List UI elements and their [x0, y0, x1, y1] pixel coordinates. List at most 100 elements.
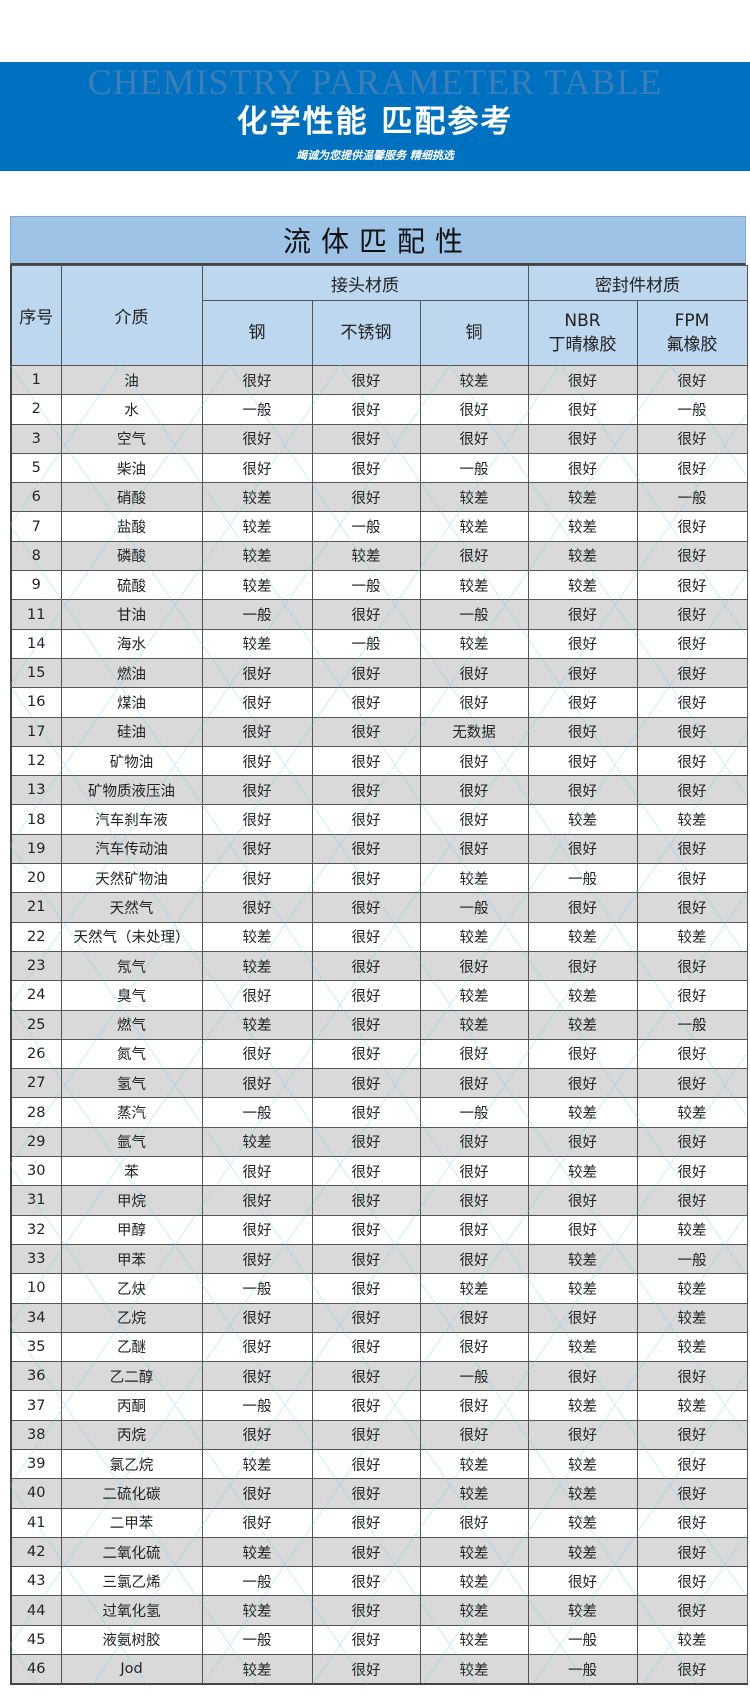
table-row: 6 硝酸 较差 很好 较差 较差 一般: [10, 482, 748, 513]
banner-watermark-text: CHEMISTRY PARAMETER TABLE: [87, 62, 663, 102]
cell-copper: 较差: [419, 1566, 529, 1597]
header-index: 序号: [10, 265, 62, 366]
cell-copper: 较差: [419, 1009, 529, 1040]
cell-copper: 较差: [419, 1624, 529, 1656]
table-row: 10 乙炔 一般 很好 较差 较差 较差: [10, 1273, 748, 1304]
cell-copper: 一般: [419, 892, 529, 923]
table-row: 46 Jod 较差 很好 较差 一般 很好: [10, 1654, 748, 1685]
cell-nbr: 一般: [527, 863, 638, 894]
cell-nbr: 较差: [527, 570, 638, 601]
cell-fpm: 很好: [636, 1654, 748, 1685]
cell-steel: 较差: [201, 950, 313, 982]
cell-fpm: 很好: [636, 1536, 748, 1568]
cell-nbr: 很好: [527, 1068, 638, 1099]
cell-nbr: 较差: [527, 1243, 638, 1275]
cell-medium: 海水: [60, 628, 203, 659]
cell-stainless: 很好: [311, 804, 421, 835]
cell-copper: 很好: [419, 657, 529, 689]
cell-fpm: 很好: [636, 452, 748, 484]
cell-fpm: 很好: [636, 1038, 748, 1070]
cell-fpm: 很好: [636, 892, 748, 923]
cell-steel: 很好: [201, 775, 313, 806]
header-nbr: NBR 丁晴橡胶: [527, 300, 638, 366]
header-steel: 钢: [201, 300, 313, 366]
cell-medium: 天然气: [60, 892, 203, 923]
cell-medium: 蒸汽: [60, 1097, 203, 1128]
cell-stainless: 很好: [311, 657, 421, 689]
cell-stainless: 很好: [311, 950, 421, 982]
cell-index: 38: [10, 1419, 62, 1450]
table-row: 18 汽车刹车液 很好 很好 很好 较差 较差: [10, 804, 748, 835]
cell-nbr: 很好: [527, 1419, 638, 1450]
cell-fpm: 很好: [636, 364, 748, 396]
cell-index: 3: [10, 423, 62, 454]
cell-stainless: 很好: [311, 1331, 421, 1363]
cell-index: 45: [10, 1624, 62, 1656]
cell-index: 21: [10, 892, 62, 923]
cell-fpm: 很好: [636, 745, 748, 777]
table-row: 2 水一般 很好 很好 很好 一般: [10, 394, 748, 425]
cell-fpm: 较差: [636, 1302, 748, 1333]
cell-steel: 很好: [201, 423, 313, 454]
cell-nbr: 很好: [527, 1361, 638, 1392]
cell-stainless: 很好: [311, 1595, 421, 1626]
cell-copper: 较差: [419, 511, 529, 542]
header-fpm-code: FPM: [674, 311, 710, 331]
cell-copper: 很好: [419, 1214, 529, 1245]
cell-stainless: 很好: [311, 745, 421, 777]
cell-stainless: 很好: [311, 482, 421, 513]
cell-fpm: 较差: [636, 1273, 748, 1304]
cell-stainless: 一般: [311, 511, 421, 542]
table-row: 22 天然气（未处理） 较差 很好 较差 较差 较差: [10, 921, 748, 952]
cell-nbr: 较差: [527, 804, 638, 835]
cell-copper: 很好: [419, 745, 529, 777]
cell-fpm: 很好: [636, 863, 748, 894]
cell-copper: 很好: [419, 1126, 529, 1158]
cell-copper: 较差: [419, 1478, 529, 1509]
cell-copper: 很好: [419, 1156, 529, 1187]
cell-steel: 一般: [201, 1624, 313, 1656]
cell-index: 19: [10, 833, 62, 865]
table-row: 8 磷酸 较差 较差 很好 较差 很好: [10, 540, 748, 572]
cell-copper: 较差: [419, 1654, 529, 1685]
cell-copper: 较差: [419, 1448, 529, 1480]
cell-nbr: 很好: [527, 687, 638, 718]
cell-stainless: 很好: [311, 1273, 421, 1304]
cell-index: 23: [10, 950, 62, 982]
table-row: 24 臭气 很好 很好 较差 较差 很好: [10, 980, 748, 1011]
cell-nbr: 较差: [527, 482, 638, 513]
table-row: 13 矿物质液压油 很好 很好 很好 很好 很好: [10, 775, 748, 806]
cell-copper: 很好: [419, 1068, 529, 1099]
cell-stainless: 很好: [311, 1566, 421, 1597]
cell-index: 27: [10, 1068, 62, 1099]
cell-medium: 氖气: [60, 950, 203, 982]
cell-steel: 较差: [201, 570, 313, 601]
table-row: 25 燃气 较差 很好 较差 较差 一般: [10, 1009, 748, 1040]
cell-steel: 较差: [201, 628, 313, 659]
cell-stainless: 一般: [311, 570, 421, 601]
cell-fpm: 很好: [636, 599, 748, 630]
cell-medium: 液氨树胶: [60, 1624, 203, 1656]
table-row: 23 氖气 较差 很好 很好 很好 很好: [10, 950, 748, 982]
cell-medium: 水: [60, 394, 203, 425]
cell-fpm: 较差: [636, 1624, 748, 1656]
header-copper: 铜: [419, 300, 529, 366]
cell-index: 32: [10, 1214, 62, 1245]
cell-copper: 很好: [419, 1507, 529, 1538]
cell-fpm: 很好: [636, 833, 748, 865]
table-row: 33 甲苯 很好 很好 很好 较差 一般: [10, 1243, 748, 1275]
cell-fpm: 较差: [636, 804, 748, 835]
cell-medium: 燃油: [60, 657, 203, 689]
cell-index: 36: [10, 1361, 62, 1392]
cell-index: 22: [10, 921, 62, 952]
table-row: 35 乙醚 很好 很好 很好 较差 较差: [10, 1331, 748, 1363]
cell-fpm: 很好: [636, 570, 748, 601]
cell-medium: 氯乙烷: [60, 1448, 203, 1480]
cell-medium: 过氧化氢: [60, 1595, 203, 1626]
cell-stainless: 很好: [311, 423, 421, 454]
cell-copper: 较差: [419, 364, 529, 396]
cell-index: 9: [10, 570, 62, 601]
cell-medium: 丙烷: [60, 1419, 203, 1450]
cell-fpm: 一般: [636, 482, 748, 513]
cell-medium: 乙炔: [60, 1273, 203, 1304]
